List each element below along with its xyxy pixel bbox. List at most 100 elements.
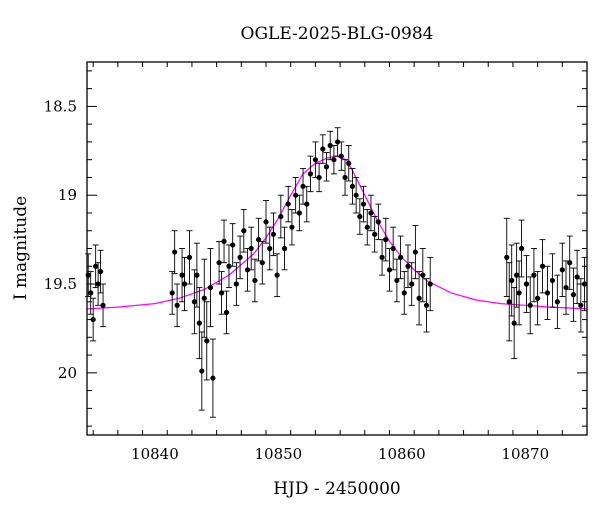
data-point <box>342 174 348 181</box>
data-point <box>570 292 577 298</box>
plot-frame <box>86 61 588 436</box>
y-axis-label: I magnitude <box>11 196 31 300</box>
data-point <box>252 277 258 284</box>
x-tick-label: 10870 <box>501 445 549 463</box>
data-point <box>194 272 200 278</box>
data-point <box>270 231 277 237</box>
data-point <box>412 249 418 255</box>
data-point <box>390 245 396 252</box>
data-point <box>300 183 306 189</box>
data-point <box>181 281 188 287</box>
data-point <box>338 153 344 159</box>
data-point <box>427 281 433 287</box>
data-point <box>554 299 560 305</box>
data-point <box>516 290 522 296</box>
data-point <box>196 320 202 326</box>
data-point <box>93 263 99 269</box>
data-point <box>186 254 193 260</box>
data-point <box>191 299 198 305</box>
x-tick-label: 10850 <box>254 445 302 463</box>
data-point <box>331 157 337 163</box>
data-point <box>237 254 243 260</box>
data-point <box>349 183 356 189</box>
data-point <box>518 245 525 252</box>
data-point <box>397 254 404 260</box>
x-tick-label: 10860 <box>378 445 426 463</box>
data-point <box>323 164 330 170</box>
data-point <box>386 267 393 273</box>
data-point <box>293 192 299 198</box>
data-point <box>531 272 537 278</box>
data-point <box>216 260 222 266</box>
data-point <box>379 254 385 260</box>
data-point <box>401 290 407 296</box>
data-point <box>263 219 269 225</box>
data-point <box>409 281 415 287</box>
data-point <box>544 290 551 296</box>
data-point <box>535 295 541 301</box>
data-point <box>204 338 210 344</box>
data-point <box>248 245 254 252</box>
data-point <box>383 237 389 243</box>
data-point <box>256 237 262 243</box>
data-point <box>199 368 205 374</box>
data-point <box>174 302 180 308</box>
data-point <box>514 272 520 278</box>
data-point <box>346 160 352 166</box>
data-point <box>169 290 175 296</box>
data-point <box>368 210 374 216</box>
data-point <box>267 245 273 252</box>
data-point <box>210 375 216 381</box>
data-point <box>179 272 185 278</box>
data-point <box>360 201 367 207</box>
data-point <box>372 231 378 237</box>
data-point <box>420 272 426 278</box>
data-point <box>559 267 565 273</box>
x-axis-label: HJD - 2450000 <box>273 479 401 499</box>
plot-area: 10840 10850 10860 10870 18.5 19 19.5 20 <box>44 62 588 463</box>
data-point <box>100 302 106 308</box>
y-tick-label: 19.5 <box>44 275 77 293</box>
data-point <box>304 201 310 207</box>
data-point <box>230 242 236 248</box>
data-point <box>172 249 178 255</box>
data-point <box>278 213 284 220</box>
data-point <box>241 228 247 234</box>
data-point <box>567 260 573 266</box>
data-point <box>539 263 546 269</box>
data-point <box>364 224 370 230</box>
data-point <box>274 272 280 278</box>
data-point <box>327 142 333 149</box>
data-point <box>581 281 588 287</box>
data-point <box>511 320 517 326</box>
data-point <box>95 281 101 287</box>
data-point <box>226 263 232 269</box>
data-point <box>527 302 533 308</box>
y-tick-label: 20 <box>58 364 77 382</box>
y-tick-label: 18.5 <box>44 97 77 115</box>
data-point <box>357 213 363 220</box>
data-point <box>88 290 94 296</box>
data-point <box>259 260 265 266</box>
data-point <box>563 284 569 291</box>
data-point <box>523 281 530 287</box>
data-point <box>289 224 295 230</box>
data-point <box>578 302 584 308</box>
data-point <box>506 299 512 305</box>
data-point <box>285 201 291 207</box>
data-point <box>394 277 400 284</box>
x-tick-label: 10840 <box>131 445 179 463</box>
data-point <box>97 268 104 275</box>
data-point <box>244 267 251 273</box>
data-point <box>307 171 314 177</box>
data-point <box>504 254 510 260</box>
data-point <box>423 302 430 308</box>
y-tick-label: 19 <box>58 186 77 204</box>
data-point <box>296 210 302 216</box>
data-point <box>353 192 359 198</box>
data-point <box>549 277 556 284</box>
data-point <box>416 295 422 301</box>
data-point <box>221 238 227 244</box>
data-point <box>281 245 288 252</box>
